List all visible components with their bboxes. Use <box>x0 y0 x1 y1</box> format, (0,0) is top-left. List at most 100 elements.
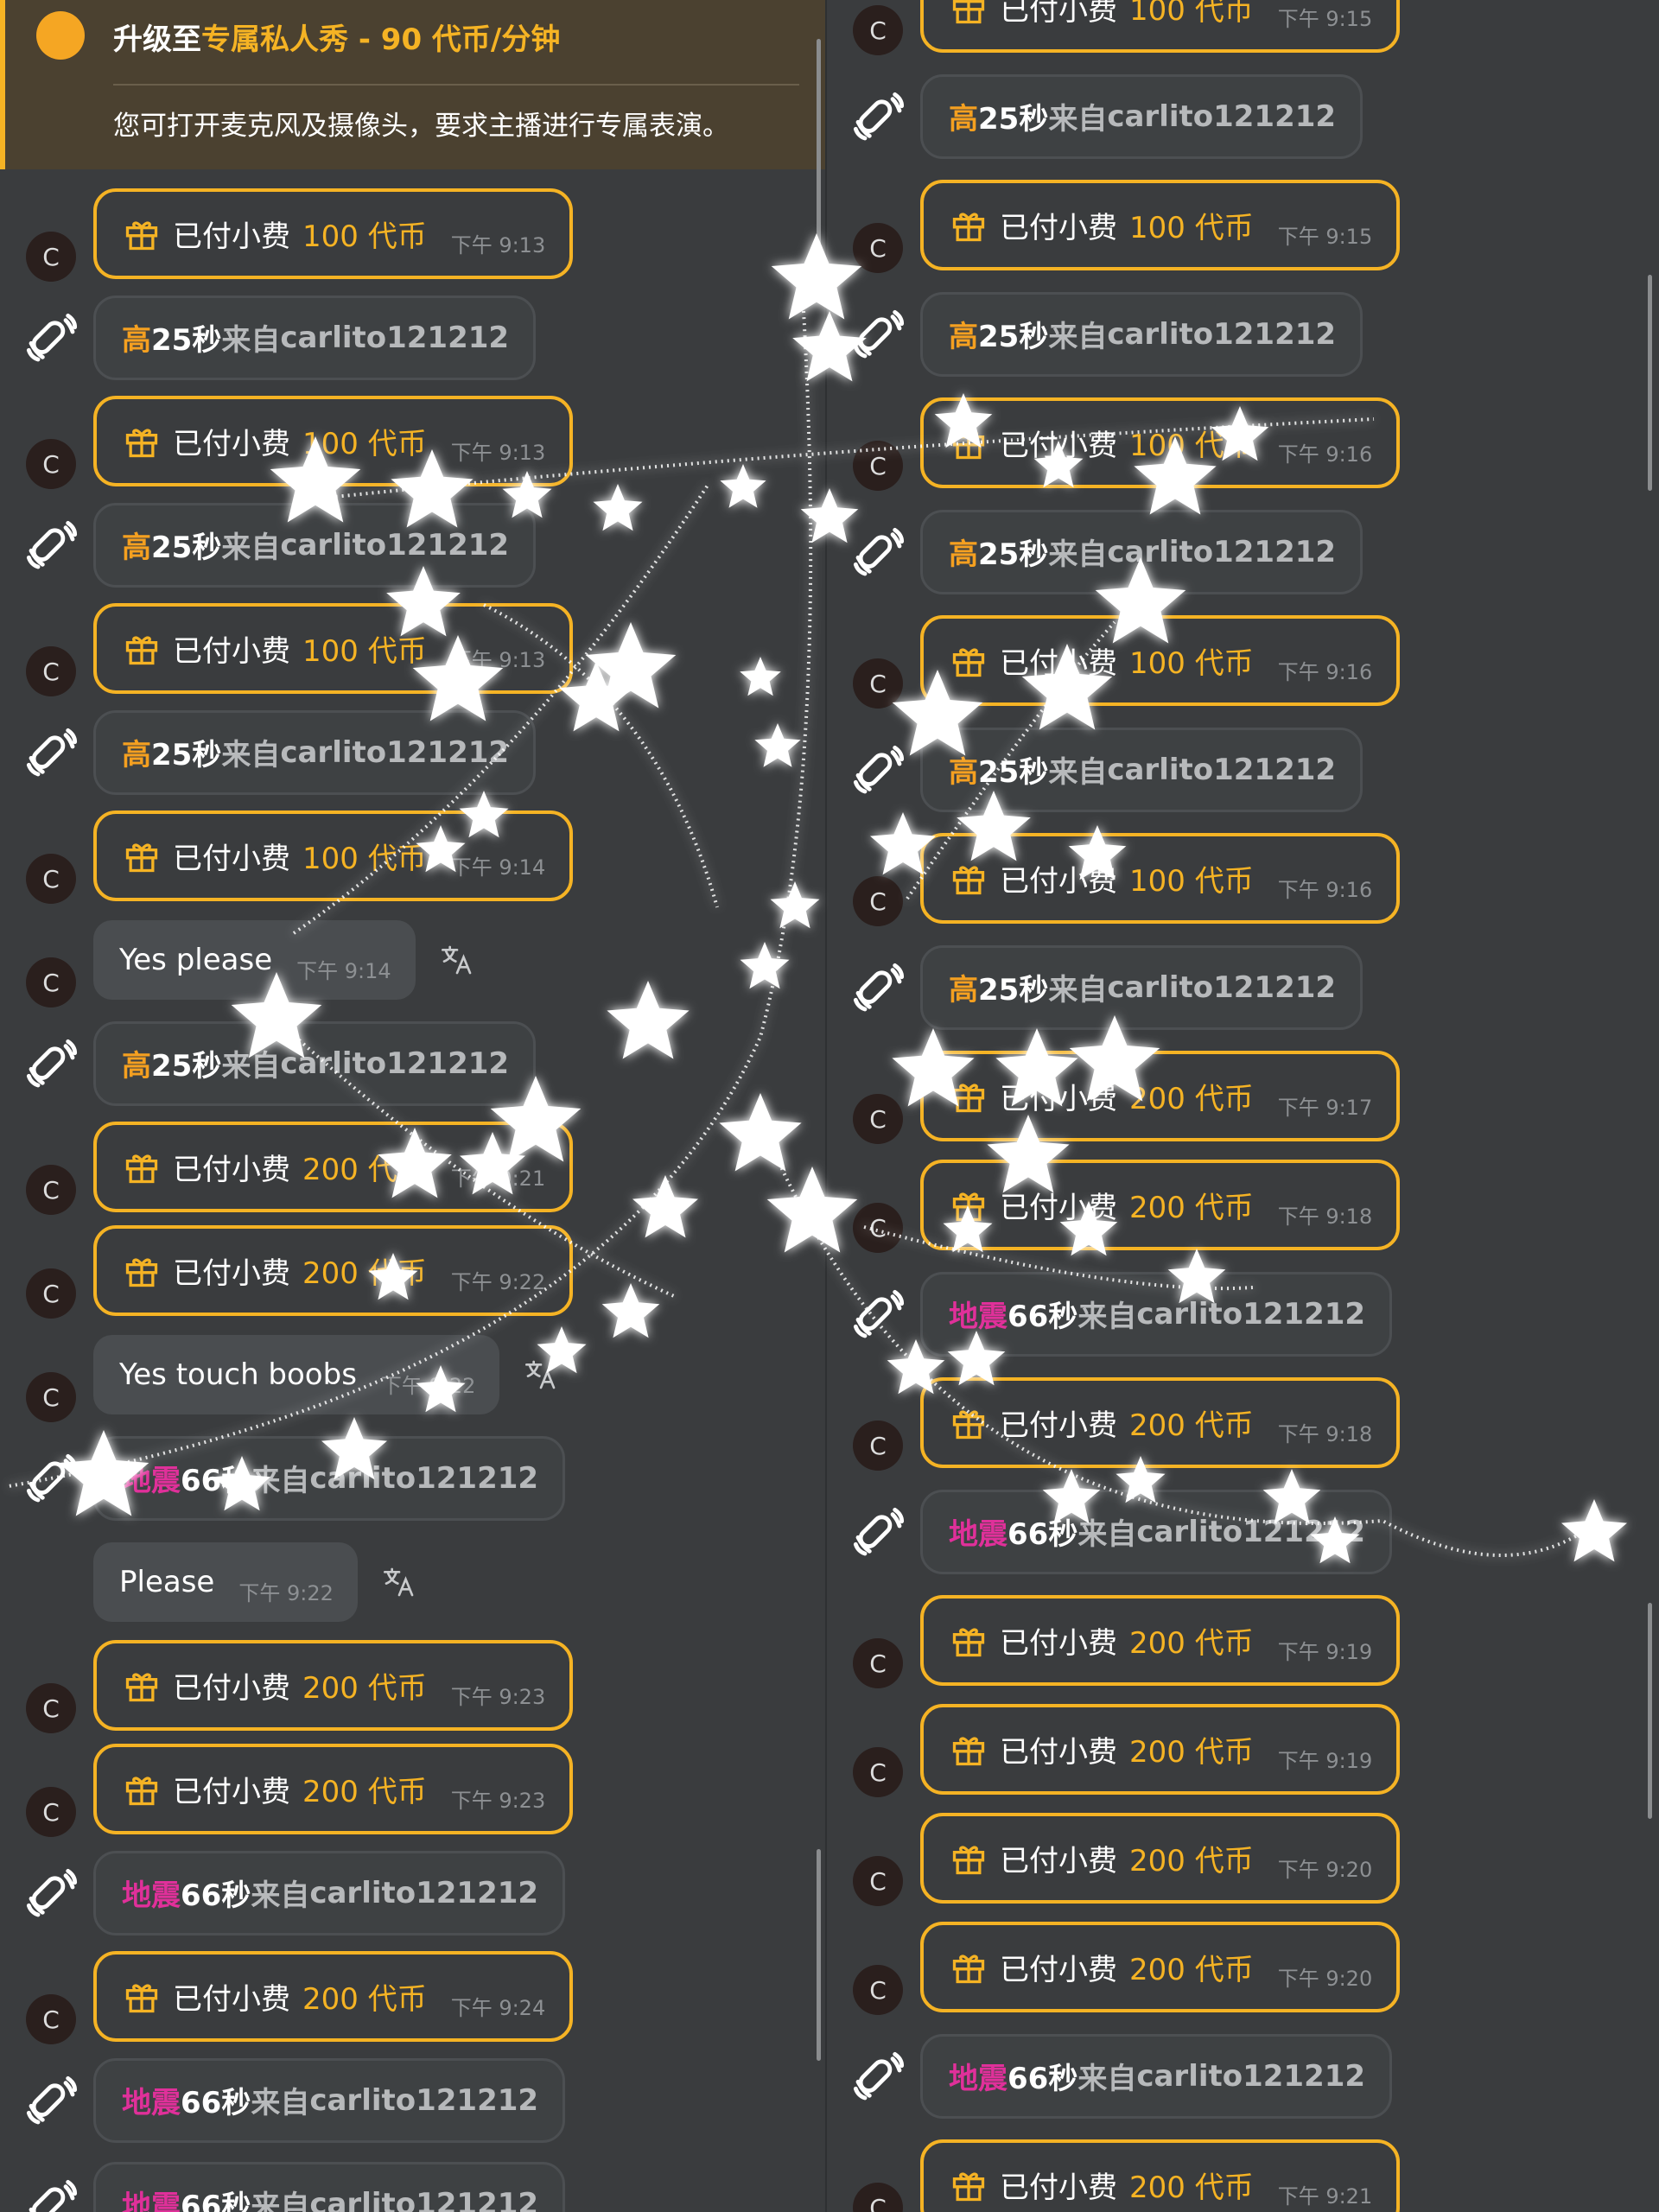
translate-button[interactable] <box>382 1565 416 1599</box>
message-row: C 已付小费 100 代币 下午 9:15 <box>827 180 1659 273</box>
tip-label: 已付小费 <box>1000 864 1117 899</box>
message-row: 地震 66秒 来自 carlito121212 <box>0 1847 825 1938</box>
timestamp: 下午 9:14 <box>450 855 546 880</box>
vibe-icon <box>26 313 78 362</box>
tip-bubble: 已付小费 200 代币 下午 9:23 <box>93 1744 574 1834</box>
vibe-from: 来自 <box>1048 320 1108 354</box>
avatar: C <box>853 1638 903 1688</box>
vibe-icon <box>853 1507 905 1556</box>
vibe-level: 地震 <box>949 1517 1007 1552</box>
message-row: 高 25秒 来自 carlito121212 <box>0 499 825 590</box>
username: carlito121212 <box>1107 316 1337 352</box>
timestamp: 下午 9:21 <box>450 1166 546 1191</box>
tip-label: 已付小费 <box>1000 1735 1117 1770</box>
vibe-bubble: 高 25秒 来自 carlito121212 <box>920 509 1363 594</box>
username: carlito121212 <box>309 1875 539 1910</box>
scrollbar <box>817 1849 821 2061</box>
vibe-level: 高 <box>122 738 151 772</box>
username: carlito121212 <box>280 734 510 770</box>
vibe-icon <box>26 728 78 777</box>
username: carlito121212 <box>1136 1296 1366 1332</box>
vibe-from: 来自 <box>221 1049 281 1084</box>
message-row: C 已付小费 200 代币 下午 9:20 <box>827 1922 1659 2015</box>
tip-amount: 100 代币 <box>302 219 427 254</box>
tip-label: 已付小费 <box>1000 1626 1117 1661</box>
vibe-duration: 66秒 <box>181 1464 251 1498</box>
tip-label: 已付小费 <box>1000 1082 1117 1116</box>
username: carlito121212 <box>309 2082 539 2118</box>
tip-label: 已付小费 <box>173 1153 290 1187</box>
vibe-bubble: 高 25秒 来自 carlito121212 <box>93 1020 537 1106</box>
tip-amount: 200 代币 <box>1129 1626 1254 1661</box>
avatar: C <box>853 1856 903 1906</box>
separator <box>113 84 799 86</box>
vibe-level: 高 <box>122 531 151 565</box>
tip-bubble: 已付小费 100 代币 下午 9:16 <box>920 833 1401 924</box>
right-panel: C 已付小费 100 代币 下午 9:15 高 25秒 来自 carlito121212 C 已付… <box>825 0 1659 2212</box>
upgrade-banner[interactable]: 升级至专属私人秀 - 90 代币/分钟 您可打开麦克风及摄像头，要求主播进行专属… <box>0 0 825 169</box>
gift-icon <box>952 648 985 677</box>
tip-amount: 100 代币 <box>302 427 427 461</box>
username: carlito121212 <box>1107 969 1337 1005</box>
left-panel: 升级至专属私人秀 - 90 代币/分钟 您可打开麦克风及摄像头，要求主播进行专属… <box>0 0 825 2212</box>
tip-bubble: 已付小费 100 代币 下午 9:16 <box>920 615 1401 706</box>
banner-offer: 专属私人秀 - 90 代币/分钟 <box>201 22 561 57</box>
tip-bubble: 已付小费 200 代币 下午 9:22 <box>93 1225 574 1316</box>
gift-icon <box>952 1410 985 1439</box>
vibe-bubble: 高 25秒 来自 carlito121212 <box>93 709 537 795</box>
timestamp: 下午 9:16 <box>1277 660 1373 684</box>
vibe-from: 来自 <box>1077 1517 1137 1552</box>
vibe-icon <box>29 2179 78 2212</box>
tip-bubble: 已付小费 200 代币 下午 9:21 <box>920 2139 1401 2212</box>
timestamp: 下午 9:21 <box>1277 2184 1373 2209</box>
tip-amount: 200 代币 <box>1129 1953 1254 1987</box>
vibe-level: 地震 <box>949 2062 1007 2096</box>
gift-icon <box>125 1154 158 1183</box>
gift-icon <box>952 1846 985 1874</box>
vibe-bubble: 地震 66秒 来自 carlito121212 <box>93 2057 566 2143</box>
tip-amount: 200 代币 <box>302 1671 427 1706</box>
vibe-bubble: 地震 66秒 来自 carlito121212 <box>920 1271 1393 1357</box>
message-row: C 已付小费 200 代币 下午 9:21 <box>0 1122 825 1215</box>
avatar: C <box>26 854 76 904</box>
tip-label: 已付小费 <box>173 427 290 461</box>
tip-amount: 200 代币 <box>302 1775 427 1809</box>
tip-bubble: 已付小费 200 代币 下午 9:24 <box>93 1951 574 2042</box>
gift-icon <box>125 1777 158 1805</box>
vibe-bubble: 高 25秒 来自 carlito121212 <box>93 295 537 380</box>
tip-bubble: 已付小费 200 代币 下午 9:17 <box>920 1051 1401 1141</box>
tip-label: 已付小费 <box>1000 0 1117 28</box>
message-text: Yes please <box>119 942 273 977</box>
text-bubble: Yes touch boobs 下午 9:22 <box>93 1334 500 1414</box>
message-row: 地震 66秒 来自 carlito121212 <box>0 1433 825 1523</box>
tip-amount: 200 代币 <box>1129 1844 1254 1878</box>
message-row: C 已付小费 100 代币 下午 9:16 <box>827 615 1659 709</box>
avatar: C <box>26 439 76 489</box>
avatar: C <box>26 1994 76 2044</box>
vibe-bubble: 高 25秒 来自 carlito121212 <box>920 727 1363 812</box>
gift-icon <box>952 430 985 459</box>
avatar: C <box>853 1203 903 1253</box>
avatar: C <box>853 658 903 709</box>
tip-amount: 200 代币 <box>302 1982 427 2017</box>
vibe-icon <box>853 1289 905 1338</box>
timestamp: 下午 9:16 <box>1277 878 1373 902</box>
tip-label: 已付小费 <box>1000 646 1117 681</box>
text-bubble: Yes please 下午 9:14 <box>93 919 416 1000</box>
message-row: C 已付小费 200 代币 下午 9:18 <box>827 1160 1659 1253</box>
message-row: 地震 66秒 来自 carlito121212 <box>827 1486 1659 1577</box>
message-row: C 已付小费 100 代币 下午 9:15 <box>827 0 1659 55</box>
banner-prefix: 升级至 <box>113 22 201 57</box>
translate-button[interactable] <box>440 943 474 977</box>
avatar: C <box>853 1421 903 1471</box>
vibe-level: 地震 <box>122 1464 181 1498</box>
username: carlito121212 <box>280 527 510 563</box>
translate-button[interactable] <box>524 1357 558 1392</box>
timestamp: 下午 9:14 <box>296 959 391 983</box>
vibe-from: 来自 <box>251 1878 310 1913</box>
gift-icon <box>952 1737 985 1765</box>
message-row: 高 25秒 来自 carlito121212 <box>827 724 1659 815</box>
tip-label: 已付小费 <box>173 1982 290 2017</box>
message-row: C 已付小费 100 代币 下午 9:13 <box>0 603 825 696</box>
